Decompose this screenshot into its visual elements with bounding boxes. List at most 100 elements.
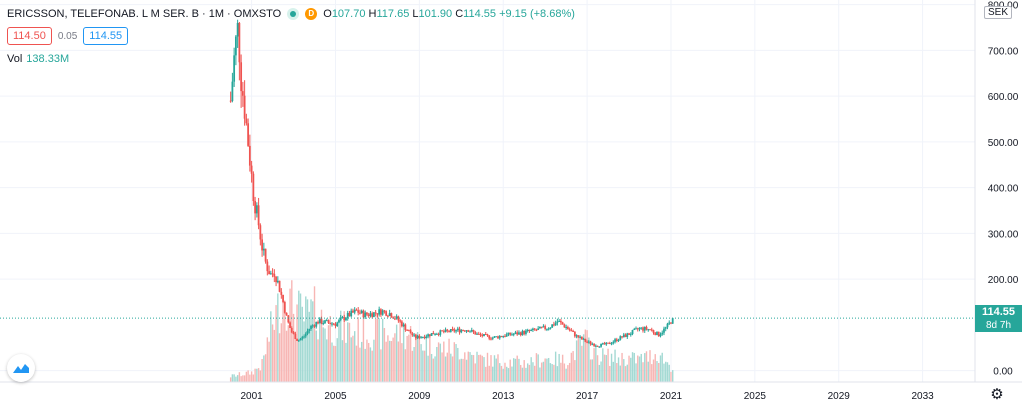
candle-body [472, 329, 475, 332]
candle-body [528, 329, 531, 331]
volume-bar [584, 329, 587, 382]
volume-bar [519, 364, 522, 382]
candle-body [654, 332, 657, 335]
x-tick-label: 2013 [492, 391, 515, 402]
candle-body [458, 328, 461, 333]
volume-bar [254, 368, 256, 382]
candle-body [427, 334, 429, 337]
volume-bar [605, 355, 608, 382]
volume-bar [471, 354, 473, 382]
volume-bar [617, 357, 620, 382]
gear-icon[interactable]: ⚙ [990, 386, 1004, 403]
market-open-icon [287, 8, 300, 20]
volume-bar [436, 346, 438, 382]
volume-bar [539, 367, 541, 382]
volume-bar [273, 329, 276, 382]
candle-body [233, 55, 236, 82]
candle-body [474, 331, 477, 335]
volume-bar [658, 362, 660, 382]
candle-body [437, 333, 440, 335]
ask-price-box[interactable]: 114.55 [83, 27, 129, 45]
volume-bar [374, 318, 377, 382]
volume-bar [380, 349, 382, 382]
bid-price-box[interactable]: 114.50 [7, 27, 52, 45]
volume-bar [668, 364, 670, 382]
candle-body [273, 273, 276, 277]
volume-bar [329, 315, 331, 382]
volume-bar [285, 330, 288, 382]
candle-body [500, 336, 503, 338]
volume-bar [467, 351, 469, 382]
volume-bar [483, 357, 485, 382]
y-tick-label: 700.00 [988, 46, 1019, 57]
volume-bar [429, 334, 431, 382]
candle-body [366, 312, 368, 315]
volume-bar [294, 331, 296, 382]
currency-badge[interactable]: SEK [984, 6, 1013, 19]
candle-body [348, 312, 351, 317]
candle-body [589, 341, 592, 345]
candle-body [572, 331, 575, 333]
candle-body [271, 273, 274, 275]
volume-bar [292, 313, 295, 382]
candle-body [607, 342, 609, 344]
candle-body [598, 346, 601, 348]
candle-body [544, 326, 547, 330]
candle-body [504, 336, 506, 338]
candle-body [441, 330, 443, 332]
candle-body [304, 333, 307, 337]
volume-bar [672, 370, 674, 382]
volume-bar [425, 337, 428, 382]
volume-bar [513, 358, 515, 382]
candle-body [352, 310, 354, 313]
volume-bar [236, 375, 239, 382]
volume-bar [418, 339, 421, 382]
y-tick-label: 0.00 [993, 367, 1013, 378]
x-tick-label: 2025 [744, 391, 767, 402]
y-tick-label: 300.00 [988, 229, 1019, 240]
candle-body [638, 327, 641, 330]
candle-body [512, 333, 515, 335]
time-axis[interactable]: 2001 2005 2009 2013 2017 2021 2025 2029 2033 [240, 391, 934, 402]
candle-body [568, 329, 571, 331]
candle-body [469, 331, 471, 333]
candle-body [290, 327, 293, 333]
volume-bar [401, 343, 403, 382]
volume-bar [504, 362, 506, 382]
volume-bar [395, 324, 398, 382]
volume-bar [478, 354, 480, 382]
close-label: C [455, 8, 464, 20]
volume-bar [654, 354, 656, 382]
candle-body [523, 330, 526, 334]
candle-body [297, 340, 300, 342]
candle-body [262, 248, 265, 251]
candle-body [428, 334, 431, 336]
close-value: 114.55 [463, 8, 496, 20]
tradingview-logo-icon[interactable] [7, 354, 35, 382]
candle-body [605, 342, 608, 345]
volume-bar [381, 318, 384, 382]
volume-bar [556, 366, 559, 382]
candle-body [334, 324, 337, 326]
candle-body [650, 329, 653, 331]
volume-bar [530, 357, 532, 382]
volume-bar [516, 355, 518, 382]
volume-bar [282, 299, 284, 382]
volume-bar [577, 336, 580, 382]
volume-bar [462, 358, 464, 382]
volume-bar [528, 364, 531, 382]
volume-bar [257, 368, 260, 382]
volume-bar [441, 352, 443, 382]
volume-bar [486, 352, 489, 382]
candle-body [542, 326, 545, 328]
symbol-title[interactable]: ERICSSON, TELEFONAB. L M SER. B · 1M · O… [7, 8, 282, 20]
volume-bar [451, 356, 454, 382]
candle-body [561, 322, 564, 325]
ohlc-values: O107.70 H117.65 L101.90 C114.55 +9.15 (+… [323, 8, 575, 20]
volume-bar [427, 355, 429, 382]
volume-bar [521, 367, 524, 382]
candle-body [509, 332, 512, 335]
volume-bar [434, 356, 436, 382]
candle-body [240, 62, 243, 92]
